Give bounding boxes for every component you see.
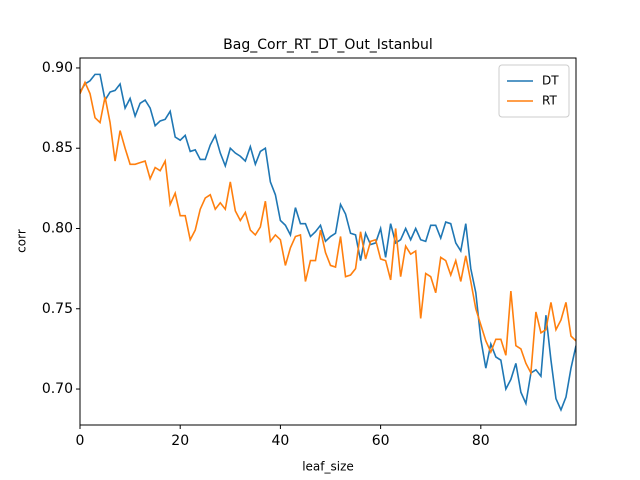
legend-label: RT	[542, 94, 557, 108]
x-tick-label: 0	[76, 433, 85, 449]
y-tick-label: 0.80	[42, 220, 73, 236]
data-line	[80, 80, 576, 376]
y-tick-label: 0.90	[42, 60, 73, 76]
x-tick-label: 60	[372, 433, 390, 449]
data-line	[80, 73, 576, 412]
x-axis-label: leaf_size	[302, 460, 354, 474]
legend-label: DT	[542, 74, 559, 88]
chart-title: Bag_Corr_RT_DT_Out_Istanbul	[223, 37, 433, 53]
legend-box	[498, 64, 570, 118]
y-tick-label: 0.75	[42, 301, 73, 317]
y-tick-label: 0.85	[42, 140, 73, 156]
x-tick-label: 80	[472, 433, 490, 449]
x-tick-label: 40	[271, 433, 289, 449]
y-tick-label: 0.70	[42, 381, 73, 397]
y-axis-label: corr	[15, 229, 29, 253]
x-tick-label: 20	[171, 433, 189, 449]
plot-frame	[79, 57, 577, 426]
